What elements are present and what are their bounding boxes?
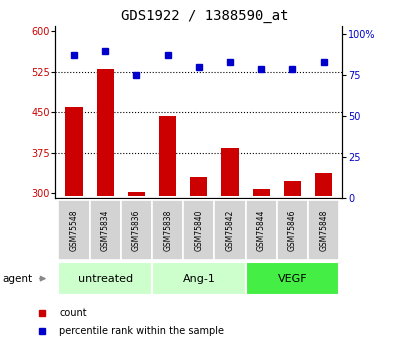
Bar xyxy=(307,200,338,260)
Bar xyxy=(128,193,145,196)
Bar xyxy=(214,200,245,260)
Bar xyxy=(314,172,331,196)
Bar xyxy=(190,177,207,196)
Bar xyxy=(152,262,245,295)
Bar xyxy=(121,200,152,260)
Bar xyxy=(245,262,338,295)
Text: GSM75848: GSM75848 xyxy=(318,210,327,251)
Text: GSM75844: GSM75844 xyxy=(256,209,265,251)
Bar xyxy=(97,69,114,196)
Text: count: count xyxy=(59,308,87,318)
Bar xyxy=(276,200,307,260)
Text: GSM75840: GSM75840 xyxy=(194,209,203,251)
Bar xyxy=(283,180,300,196)
Text: GDS1922 / 1388590_at: GDS1922 / 1388590_at xyxy=(121,9,288,23)
Text: GSM75838: GSM75838 xyxy=(163,210,172,251)
Bar xyxy=(183,200,214,260)
Text: GSM75836: GSM75836 xyxy=(132,209,141,251)
Bar xyxy=(58,262,152,295)
Text: percentile rank within the sample: percentile rank within the sample xyxy=(59,326,224,335)
Text: GSM75548: GSM75548 xyxy=(70,209,79,251)
Bar xyxy=(90,200,121,260)
Bar xyxy=(152,200,183,260)
Text: GSM75846: GSM75846 xyxy=(287,209,296,251)
Bar xyxy=(221,148,238,196)
Text: agent: agent xyxy=(2,274,32,284)
Text: GSM75834: GSM75834 xyxy=(101,209,110,251)
Bar xyxy=(58,200,90,260)
Text: GSM75842: GSM75842 xyxy=(225,210,234,251)
Bar xyxy=(159,116,176,196)
Bar xyxy=(252,189,269,196)
Bar xyxy=(65,107,83,196)
Text: untreated: untreated xyxy=(78,274,133,284)
Text: Ang-1: Ang-1 xyxy=(182,274,215,284)
Bar xyxy=(245,200,276,260)
Text: VEGF: VEGF xyxy=(277,274,306,284)
